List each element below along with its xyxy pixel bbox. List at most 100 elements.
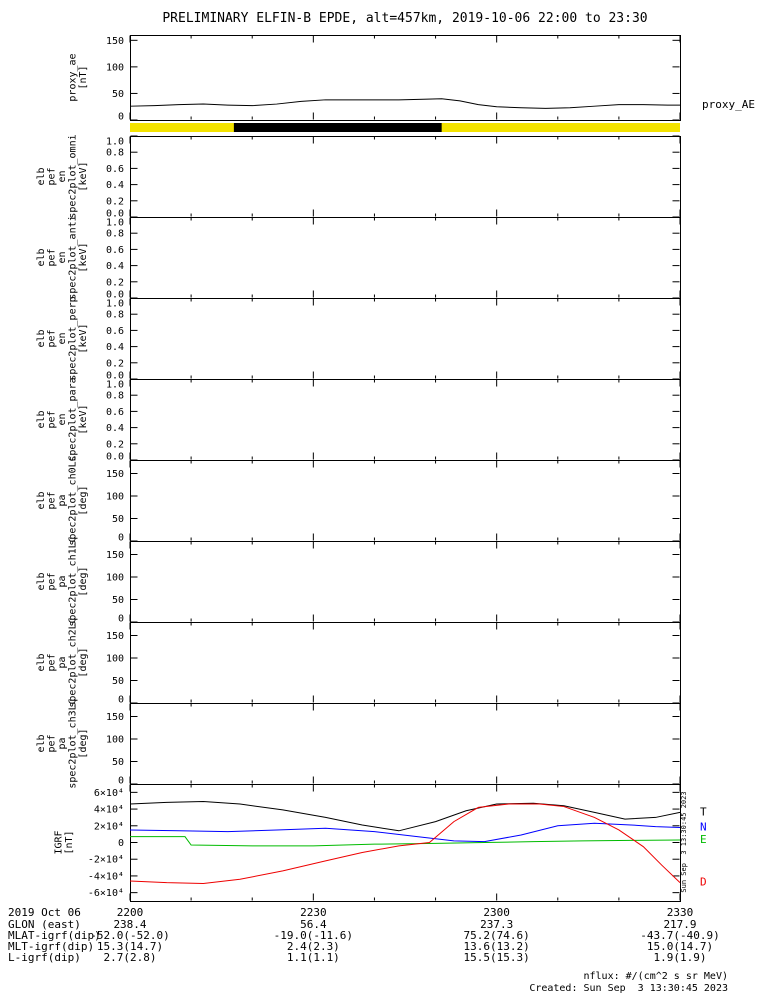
y-tick-label: -6×10⁴ (88, 888, 124, 899)
panel-proxy_ae: 0 50 100 150 proxy_ae [nT] proxy_AE (68, 35, 755, 123)
y-axis-label-line: proxy_ae (68, 53, 79, 101)
footer-value: 75.2(74.6) (463, 929, 530, 942)
y-axis-label-line: elb (36, 329, 47, 347)
x-tick-label: 2200 (116, 906, 144, 919)
y-axis-label-line: pef (47, 329, 58, 347)
y-tick-label: 0.6 (106, 164, 124, 175)
y-tick-label: 0.0 (106, 209, 124, 220)
y-axis-label-line: [deg] (78, 485, 89, 515)
y-tick-label: 150 (106, 631, 124, 642)
y-axis-label-line: en (57, 251, 68, 263)
y-tick-label: 0.8 (106, 148, 124, 159)
y-tick-label: 0.8 (106, 310, 124, 321)
y-tick-label: 0.2 (106, 277, 124, 288)
panel-pa_ch1: 0 50 100 150 elb pef pa spec2plot_ch1LC [deg] (36, 536, 681, 627)
y-axis-label-line: elb (36, 491, 47, 509)
y-tick-label: 0 (118, 614, 124, 625)
y-tick-label: 0 (118, 533, 124, 544)
y-tick-label: 50 (112, 757, 124, 768)
footer-value: 15.3(14.7) (96, 940, 164, 953)
panel-en_anti: 0.0 0.2 0.4 0.6 0.81.0 elb pef en spec2plot_anti… (36, 215, 681, 301)
legend-label-T: T (700, 805, 707, 818)
y-tick-label: 150 (106, 36, 124, 47)
y-axis-label-line: spec2plot_ch2LC (68, 617, 79, 707)
y-tick-label: 50 (112, 676, 124, 687)
y-axis-label-line: spec2plot_ch1LC (68, 536, 79, 626)
y-axis-label-line: en (57, 413, 68, 425)
y-tick-label: 0.4 (106, 180, 124, 191)
y-tick-label: 50 (112, 595, 124, 606)
y-tick-label: 2×10⁴ (94, 821, 124, 832)
y-tick-label: 4×10⁴ (94, 805, 124, 816)
panel-en_omni: 0.0 0.2 0.4 0.6 0.81.0 elb pef en spec2plot_omni… (36, 134, 681, 220)
y-tick-label: 0 (118, 695, 124, 706)
y-axis-label-line: pef (47, 167, 58, 185)
y-axis-label-line: pef (47, 653, 58, 671)
footer-value: 56.4 (300, 918, 327, 931)
y-axis-label-line: spec2plot_anti (68, 215, 79, 299)
right-variable-label: proxy_AE (702, 98, 755, 111)
y-tick-label: 100 (106, 62, 124, 73)
footer-value: 1.9(1.9) (653, 951, 707, 964)
footer-row-label: MLAT-igrf(dip) (8, 929, 101, 942)
y-axis-label-line: [keV] (78, 404, 89, 434)
y-tick-label: 0.0 (106, 371, 124, 382)
availability-bar (130, 123, 680, 132)
y-axis-label-line: elb (36, 167, 47, 185)
y-axis-label-line: elb (36, 248, 47, 266)
y-tick-label: 0.8 (106, 391, 124, 402)
y-axis-label-line: pa (57, 575, 68, 587)
footer-value: 217.9 (663, 918, 697, 931)
footer-row-label: L-igrf(dip) (8, 951, 81, 964)
y-tick-label: -2×10⁴ (88, 855, 124, 866)
y-tick-label: 0.0 (106, 452, 124, 463)
y-tick-label: 100 (106, 573, 124, 584)
y-axis-label-line: pef (47, 410, 58, 428)
footer-value: 15.5(15.3) (463, 951, 530, 964)
footer-value: -19.0(-11.6) (273, 929, 354, 942)
side-timestamp: Sun Sep 3 13:30:45 2023 (680, 791, 688, 893)
y-tick-label: 100 (106, 735, 124, 746)
y-tick-label: 100 (106, 654, 124, 665)
y-tick-label: 0.2 (106, 358, 124, 369)
created-timestamp: Created: Sun Sep 3 13:30:45 2023 (529, 983, 728, 994)
y-tick-label: 0.6 (106, 407, 124, 418)
series-N (129, 822, 681, 843)
y-tick-label: 1.0 (106, 380, 124, 391)
y-axis-label-line: elb (36, 572, 47, 590)
y-axis-label-line: spec2plot_para (68, 377, 79, 461)
series-proxy_AE (129, 98, 680, 109)
y-axis-label-line: spec2plot_ch3LC (68, 698, 79, 788)
panel-pa_ch2: 0 50 100 150 elb pef pa spec2plot_ch2LC [deg] (36, 617, 681, 708)
panel-pa_ch3: 0 50 100 150 elb pef pa spec2plot_ch3LC [deg] (36, 698, 681, 789)
y-tick-label: 50 (112, 514, 124, 525)
y-tick-label: 150 (106, 712, 124, 723)
y-axis-label-line: pef (47, 491, 58, 509)
y-axis-label-line: pef (47, 572, 58, 590)
y-tick-label: 0.2 (106, 439, 124, 450)
y-tick-label: 0 (118, 776, 124, 787)
y-tick-label: 0.4 (106, 261, 124, 272)
x-tick-label: 2230 (300, 906, 327, 919)
footer-row-label: MLT-igrf(dip) (8, 940, 95, 953)
y-axis-label-line: pa (57, 494, 68, 506)
y-tick-label: 150 (106, 550, 124, 561)
plot-title: PRELIMINARY ELFIN-B EPDE, alt=457km, 201… (162, 11, 648, 26)
footer-value: 1.1(1.1) (286, 951, 340, 964)
y-axis-label-line: [keV] (78, 242, 89, 272)
y-axis-label-line: pef (47, 248, 58, 266)
availability-bar-segment (233, 123, 442, 132)
y-tick-label: 150 (106, 469, 124, 480)
y-axis-label-line: pa (57, 737, 68, 749)
y-tick-label: 1.0 (106, 218, 124, 229)
y-axis-label-line: spec2plot_ch0LC (68, 455, 79, 545)
y-axis-label-line: elb (36, 653, 47, 671)
footer-row-label: GLON (east) (8, 918, 81, 931)
y-axis-label-line: en (57, 332, 68, 344)
x-tick-label: 2300 (483, 906, 510, 919)
panel-en_para: 0.0 0.2 0.4 0.6 0.81.0 elb pef en spec2plot_para… (36, 377, 681, 463)
y-tick-label: 50 (112, 89, 124, 100)
y-axis-label-line: [deg] (78, 728, 89, 758)
y-tick-label: 0.6 (106, 245, 124, 256)
y-tick-label: 100 (106, 492, 124, 503)
